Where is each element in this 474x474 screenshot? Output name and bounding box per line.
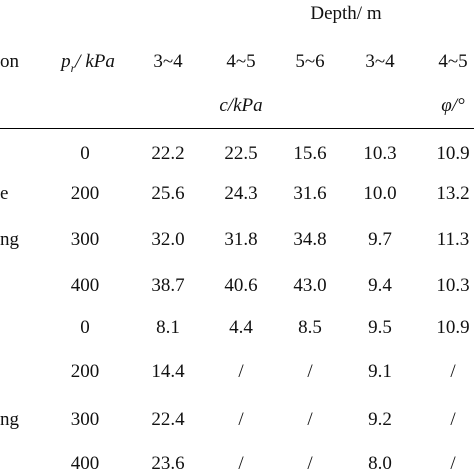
c-value: 4.4 bbox=[229, 317, 253, 338]
depth-range-4: 3~4 bbox=[365, 51, 395, 72]
pr-value: 300 bbox=[70, 229, 100, 250]
phi-value: / bbox=[450, 409, 456, 430]
phi-value: 9.1 bbox=[368, 361, 392, 382]
c-value: 15.6 bbox=[293, 143, 327, 164]
pr-value: 200 bbox=[70, 361, 100, 382]
phi-value: 9.5 bbox=[368, 317, 392, 338]
pr-value: 0 bbox=[80, 143, 90, 164]
c-value: 8.1 bbox=[156, 317, 180, 338]
c-value: / bbox=[238, 453, 244, 474]
phi-value: 10.0 bbox=[363, 183, 397, 204]
c-value: / bbox=[307, 409, 313, 430]
c-value: 38.7 bbox=[151, 275, 185, 296]
column-header-fragment: on bbox=[0, 51, 19, 72]
pr-subscript: r bbox=[70, 60, 76, 75]
phi-value: 10.3 bbox=[436, 275, 470, 296]
header-rule bbox=[0, 128, 474, 129]
c-subheader: c/kPa bbox=[219, 95, 263, 116]
phi-subheader: φ/° bbox=[441, 95, 465, 116]
c-value: 31.6 bbox=[293, 183, 327, 204]
depth-range-3: 5~6 bbox=[295, 51, 325, 72]
row-label-2: ng bbox=[0, 229, 19, 250]
c-value: 22.5 bbox=[224, 143, 258, 164]
pr-value: 200 bbox=[70, 183, 100, 204]
pr-unit: / kPa bbox=[75, 51, 115, 72]
depth-range-5: 4~5 bbox=[438, 51, 468, 72]
depth-header: Depth/ m bbox=[310, 3, 382, 24]
phi-value: 9.2 bbox=[368, 409, 392, 430]
c-value: 14.4 bbox=[151, 361, 185, 382]
c-value: 22.4 bbox=[151, 409, 185, 430]
pr-value: 300 bbox=[70, 409, 100, 430]
pr-symbol: p bbox=[61, 51, 71, 72]
row-label-4: ng bbox=[0, 409, 19, 430]
c-value: 32.0 bbox=[151, 229, 185, 250]
phi-value: / bbox=[450, 361, 456, 382]
c-value: 24.3 bbox=[224, 183, 258, 204]
c-value: / bbox=[307, 361, 313, 382]
phi-value: 11.3 bbox=[436, 229, 470, 250]
c-value: 34.8 bbox=[293, 229, 327, 250]
depth-range-2: 4~5 bbox=[226, 51, 256, 72]
c-value: 8.5 bbox=[298, 317, 322, 338]
row-label-1: e bbox=[0, 183, 9, 204]
phi-value: 8.0 bbox=[368, 453, 392, 474]
c-value: 23.6 bbox=[151, 453, 185, 474]
pr-value: 400 bbox=[70, 275, 100, 296]
phi-value: 9.7 bbox=[368, 229, 392, 250]
c-value: / bbox=[238, 361, 244, 382]
depth-range-1: 3~4 bbox=[153, 51, 183, 72]
c-value: / bbox=[238, 409, 244, 430]
phi-value: 10.3 bbox=[363, 143, 397, 164]
pr-value: 0 bbox=[80, 317, 90, 338]
pr-column-header: pr/ kPa bbox=[61, 52, 115, 74]
c-value: 25.6 bbox=[151, 183, 185, 204]
c-value: 31.8 bbox=[224, 229, 258, 250]
phi-value: 9.4 bbox=[368, 275, 392, 296]
c-value: 22.2 bbox=[151, 143, 185, 164]
phi-value: 13.2 bbox=[436, 183, 470, 204]
phi-value: / bbox=[450, 453, 456, 474]
c-value: / bbox=[307, 453, 313, 474]
phi-value: 10.9 bbox=[436, 317, 470, 338]
c-value: 43.0 bbox=[293, 275, 327, 296]
pr-value: 400 bbox=[70, 453, 100, 474]
phi-value: 10.9 bbox=[436, 143, 470, 164]
c-value: 40.6 bbox=[224, 275, 258, 296]
